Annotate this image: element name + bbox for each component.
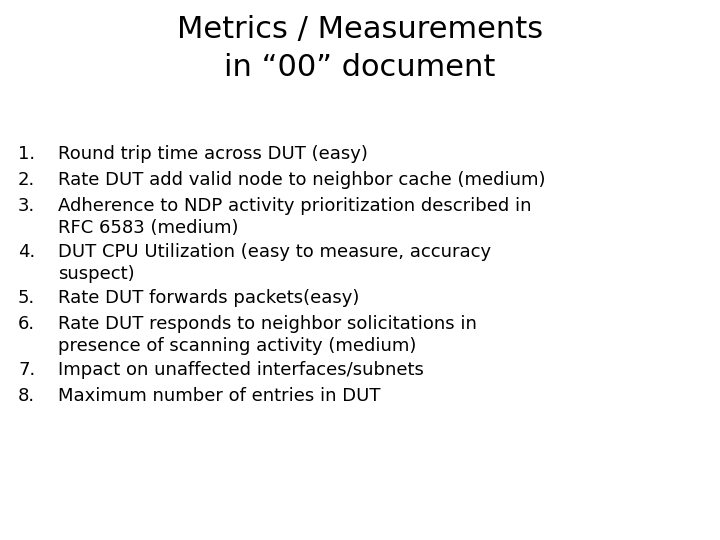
Text: RFC 6583 (medium): RFC 6583 (medium) <box>58 219 238 237</box>
Text: Rate DUT forwards packets(easy): Rate DUT forwards packets(easy) <box>58 289 359 307</box>
Text: Metrics / Measurements
in “00” document: Metrics / Measurements in “00” document <box>177 15 543 82</box>
Text: Rate DUT responds to neighbor solicitations in: Rate DUT responds to neighbor solicitati… <box>58 315 477 333</box>
Text: suspect): suspect) <box>58 265 135 283</box>
Text: 3.: 3. <box>18 197 35 215</box>
Text: 2.: 2. <box>18 171 35 189</box>
Text: 8.: 8. <box>18 387 35 405</box>
Text: Impact on unaffected interfaces/subnets: Impact on unaffected interfaces/subnets <box>58 361 424 379</box>
Text: presence of scanning activity (medium): presence of scanning activity (medium) <box>58 337 416 355</box>
Text: Rate DUT add valid node to neighbor cache (medium): Rate DUT add valid node to neighbor cach… <box>58 171 546 189</box>
Text: Adherence to NDP activity prioritization described in: Adherence to NDP activity prioritization… <box>58 197 531 215</box>
Text: 6.: 6. <box>18 315 35 333</box>
Text: 1.: 1. <box>18 145 35 163</box>
Text: Round trip time across DUT (easy): Round trip time across DUT (easy) <box>58 145 368 163</box>
Text: Maximum number of entries in DUT: Maximum number of entries in DUT <box>58 387 380 405</box>
Text: DUT CPU Utilization (easy to measure, accuracy: DUT CPU Utilization (easy to measure, ac… <box>58 243 491 261</box>
Text: 5.: 5. <box>18 289 35 307</box>
Text: 4.: 4. <box>18 243 35 261</box>
Text: 7.: 7. <box>18 361 35 379</box>
